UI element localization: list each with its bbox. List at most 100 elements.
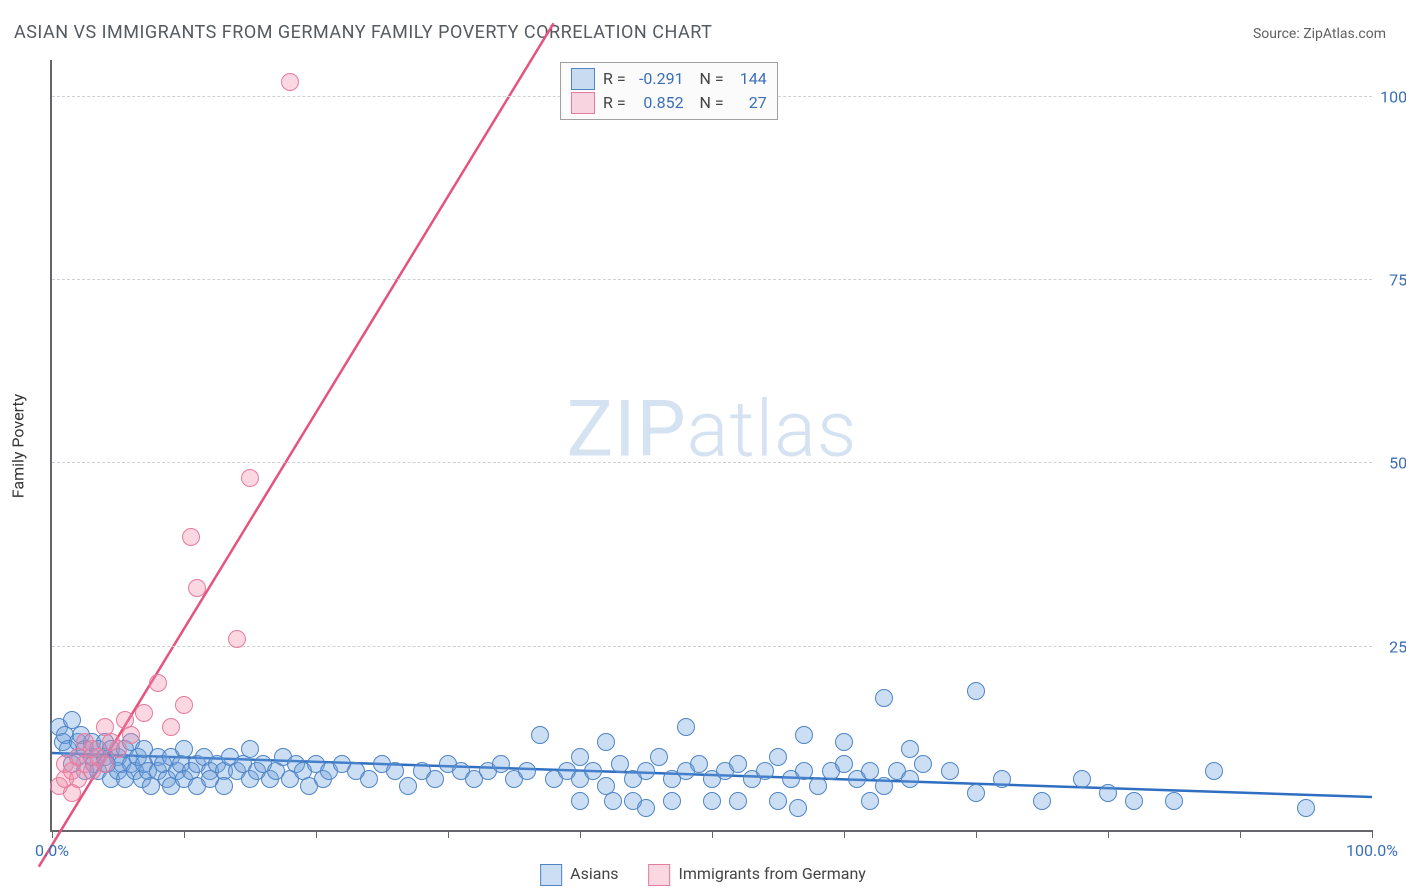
legend: Asians Immigrants from Germany [540, 864, 866, 886]
data-point [941, 762, 959, 780]
data-point [175, 696, 193, 714]
swatch-asians [540, 864, 562, 886]
data-point [875, 689, 893, 707]
data-point [835, 755, 853, 773]
stats-swatch [571, 92, 595, 114]
data-point [637, 799, 655, 817]
x-tick [1240, 830, 1241, 838]
data-point [426, 770, 444, 788]
legend-item-germany: Immigrants from Germany [649, 864, 866, 886]
data-point [1297, 799, 1315, 817]
data-point [789, 799, 807, 817]
data-point [182, 528, 200, 546]
data-point [241, 740, 259, 758]
y-axis-label: Family Poverty [9, 394, 28, 498]
x-tick [184, 830, 185, 838]
data-point [281, 73, 299, 91]
data-point [875, 777, 893, 795]
legend-item-asians: Asians [540, 864, 618, 886]
stats-r-label: R = [603, 67, 626, 91]
data-point [914, 755, 932, 773]
data-point [993, 770, 1011, 788]
stats-r-value: 0.852 [634, 91, 684, 115]
data-point [677, 718, 695, 736]
data-point [967, 682, 985, 700]
data-point [769, 748, 787, 766]
data-point [96, 755, 114, 773]
data-point [1125, 792, 1143, 810]
data-point [531, 726, 549, 744]
data-point [729, 755, 747, 773]
data-point [795, 726, 813, 744]
legend-label-asians: Asians [570, 864, 618, 883]
data-point [228, 630, 246, 648]
stats-n-value: 144 [732, 67, 767, 91]
data-point [188, 579, 206, 597]
data-point [769, 792, 787, 810]
data-point [597, 733, 615, 751]
stats-r-label: R = [603, 91, 626, 115]
chart-title: ASIAN VS IMMIGRANTS FROM GERMANY FAMILY … [14, 22, 712, 43]
stats-box: R =-0.291 N =144R =0.852 N =27 [560, 62, 778, 120]
data-point [360, 770, 378, 788]
data-point [149, 674, 167, 692]
data-point [492, 755, 510, 773]
legend-label-germany: Immigrants from Germany [679, 864, 866, 883]
data-point [637, 762, 655, 780]
data-point [604, 792, 622, 810]
plot-area: ZIPatlas 25.0%50.0%75.0%100.0%0.0%100.0% [50, 60, 1372, 832]
data-point [386, 762, 404, 780]
data-point [729, 792, 747, 810]
x-tick-label: 0.0% [35, 841, 69, 860]
x-tick [1372, 830, 1373, 838]
data-point [835, 733, 853, 751]
data-point [109, 740, 127, 758]
data-point [901, 770, 919, 788]
data-point [399, 777, 417, 795]
data-point [690, 755, 708, 773]
data-point [518, 762, 536, 780]
x-tick [976, 830, 977, 838]
gridline [52, 462, 1372, 463]
data-point [215, 777, 233, 795]
data-point [1033, 792, 1051, 810]
x-tick-label: 100.0% [1346, 841, 1398, 860]
data-point [809, 777, 827, 795]
data-point [650, 748, 668, 766]
stats-n-label: N = [692, 67, 724, 91]
data-point [122, 726, 140, 744]
gridline [52, 279, 1372, 280]
x-tick [844, 830, 845, 838]
data-point [967, 784, 985, 802]
swatch-germany [649, 864, 671, 886]
data-point [241, 469, 259, 487]
stats-row: R = -0.291 N = 144 [571, 67, 767, 91]
x-tick [52, 830, 53, 838]
data-point [162, 718, 180, 736]
data-point [795, 762, 813, 780]
data-point [135, 704, 153, 722]
data-point [861, 762, 879, 780]
data-point [901, 740, 919, 758]
data-point [1073, 770, 1091, 788]
stats-r-value: -0.291 [634, 67, 684, 91]
x-tick [580, 830, 581, 838]
y-tick-label: 25.0% [1377, 637, 1406, 656]
data-point [1205, 762, 1223, 780]
data-point [571, 748, 589, 766]
stats-row: R =0.852 N =27 [571, 91, 767, 115]
source-label: Source: ZipAtlas.com [1253, 26, 1386, 42]
trend-lines [52, 60, 1372, 830]
data-point [861, 792, 879, 810]
data-point [1165, 792, 1183, 810]
x-tick [712, 830, 713, 838]
data-point [175, 740, 193, 758]
y-tick-label: 50.0% [1377, 454, 1406, 473]
stats-swatch [571, 68, 595, 90]
y-tick-label: 75.0% [1377, 271, 1406, 290]
data-point [611, 755, 629, 773]
data-point [756, 762, 774, 780]
gridline [52, 646, 1372, 647]
data-point [703, 792, 721, 810]
data-point [571, 792, 589, 810]
